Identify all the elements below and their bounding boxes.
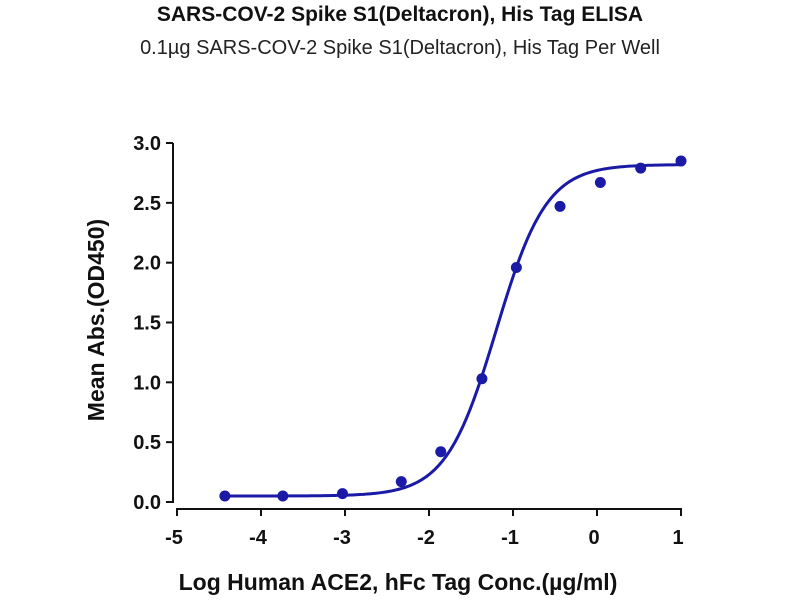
data-points-layer xyxy=(219,155,687,502)
y-tick-label: 0.0 xyxy=(133,492,161,514)
x-tick-label: -3 xyxy=(333,527,351,549)
data-point xyxy=(675,155,687,167)
data-point xyxy=(594,176,606,188)
chart-title: SARS-COV-2 Spike S1(Deltacron), His Tag … xyxy=(156,3,644,26)
y-tick-label: 1.5 xyxy=(133,313,161,335)
y-tick-label: 0.5 xyxy=(133,432,161,454)
data-point xyxy=(635,162,647,174)
y-tick-label: 2.0 xyxy=(133,253,161,275)
data-point xyxy=(219,490,231,502)
y-tick-label: 3.0 xyxy=(133,133,161,155)
fit-curve-layer xyxy=(224,163,682,498)
data-point xyxy=(395,476,407,488)
x-tick-label: 0 xyxy=(588,527,599,549)
y-tick-label: 2.5 xyxy=(133,193,161,215)
x-tick-label: -4 xyxy=(249,527,268,549)
x-tick-label: -5 xyxy=(165,527,183,549)
x-tick-label: -2 xyxy=(417,527,435,549)
x-tick-label: -1 xyxy=(501,527,519,549)
data-point xyxy=(476,373,488,385)
y-axis-label: Mean Abs.(OD450) xyxy=(83,219,109,421)
data-point xyxy=(554,200,566,212)
data-point xyxy=(336,488,348,500)
chart-subtitle: 0.1µg SARS-COV-2 Spike S1(Deltacron), Hi… xyxy=(140,37,660,59)
chart-axes: 0.0 0.5 1.0 1.5 2.0 2.5 3.0 -5 -4 -3 -2 -1 0 1 xyxy=(133,133,683,549)
y-tick-label: 1.0 xyxy=(133,372,161,394)
x-axis-label: Log Human ACE2, hFc Tag Conc.(µg/ml) xyxy=(179,569,618,595)
data-point xyxy=(435,446,447,458)
data-point xyxy=(277,490,289,502)
x-tick-label: 1 xyxy=(672,527,683,549)
data-point xyxy=(510,261,522,273)
fit-curve xyxy=(224,163,682,498)
